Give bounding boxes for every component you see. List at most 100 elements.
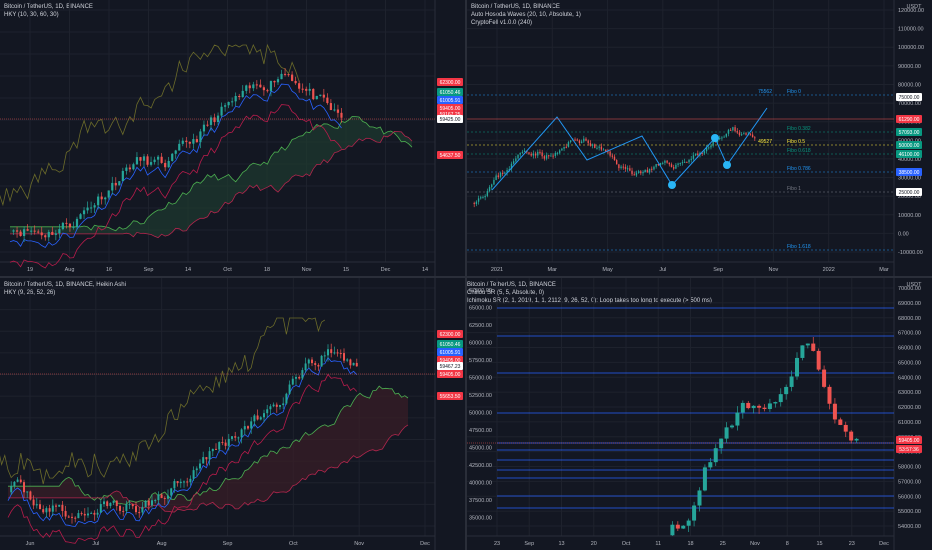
price-tag-label: 59425.00	[440, 117, 461, 123]
price-axis-label: 120000.00	[898, 8, 924, 14]
candle	[721, 137, 723, 139]
ichimoku-cloud	[10, 116, 412, 238]
candle	[298, 83, 301, 89]
candle	[624, 166, 627, 169]
candle	[163, 498, 166, 500]
candle	[215, 448, 217, 450]
chart-canvas[interactable]: 19 Aug 16 Sep 14 Oct 18 Nov 15 Dec 14 62300.00 61050…	[0, 0, 465, 276]
candle	[178, 143, 181, 151]
time-axis-label: 2021	[491, 267, 503, 273]
time-axis-label: Jun	[26, 541, 35, 547]
time-axis-label: Nov	[769, 267, 779, 273]
candle	[475, 201, 478, 205]
candle	[683, 161, 686, 163]
chart-canvas[interactable]: Jun Jul Aug Sep Oct Nov Dec 62300.00 61050.46 610…	[0, 278, 465, 550]
candle	[118, 181, 121, 186]
candle	[195, 139, 198, 143]
candle	[666, 160, 668, 163]
candle	[681, 162, 684, 164]
left-price-label: 62500.00	[469, 323, 492, 329]
price-axis-label: 55000.00	[898, 509, 921, 515]
candle	[653, 166, 655, 170]
candle	[688, 159, 690, 163]
chart-pane-bottom-right[interactable]: Bitcoin / TetherUS, 1D, BINANCE Chiliou …	[467, 278, 932, 550]
chart-canvas[interactable]: 120000.00 110000.00 100000.00 90000.00 80000…	[467, 0, 932, 276]
candle	[631, 170, 633, 175]
candle	[121, 170, 124, 182]
price-tag-label: 61290.00	[899, 117, 920, 123]
chart-pane-top-left[interactable]: Bitcoin / TetherUS, 1D, BINANCE HKY (10,…	[0, 0, 465, 276]
left-price-label: 55000.00	[469, 376, 492, 382]
candle	[96, 512, 99, 515]
candle	[339, 353, 342, 355]
candle	[181, 140, 184, 144]
time-axis-label: Nov	[354, 541, 364, 547]
candle	[128, 504, 131, 506]
candle	[563, 146, 565, 149]
candle	[745, 133, 747, 135]
candle	[266, 90, 269, 92]
candle	[33, 230, 36, 232]
price-tag-label: 53:57:36	[899, 447, 919, 453]
price-tag	[896, 445, 922, 453]
candle	[304, 363, 307, 371]
chart-canvas[interactable]: 70000.00 69000.00 68000.00 67000.00 66000.00…	[467, 278, 932, 550]
pane-divider-vertical[interactable]	[465, 0, 467, 550]
candle	[112, 500, 115, 503]
candle	[789, 376, 794, 387]
candle	[51, 231, 54, 235]
candle	[16, 479, 19, 482]
candle	[681, 525, 686, 529]
candle	[523, 150, 526, 152]
candle	[565, 146, 567, 148]
candle	[252, 84, 255, 89]
candle	[185, 140, 188, 142]
pane-divider-horizontal[interactable]	[0, 276, 932, 278]
candle	[273, 80, 276, 83]
chikou-span	[0, 317, 326, 485]
candle	[276, 79, 280, 83]
price-axis-label: 110000.00	[898, 27, 924, 33]
candle	[125, 504, 128, 512]
candle	[719, 438, 724, 449]
time-axis-label: 19	[27, 267, 33, 273]
candle	[234, 436, 237, 438]
candle	[854, 438, 859, 441]
candle	[528, 152, 530, 154]
candle	[132, 164, 135, 170]
price-axis-label: 70000.00	[898, 286, 921, 292]
candle	[151, 500, 153, 506]
candle	[312, 88, 315, 100]
candle	[574, 139, 576, 141]
candle	[241, 90, 244, 98]
candle	[248, 85, 251, 89]
candle	[82, 210, 86, 215]
candle	[644, 169, 646, 173]
chart-pane-top-right[interactable]: Bitcoin / TetherUS, 1D, BINANCE Auto Hos…	[467, 0, 932, 276]
left-price-label: 47500.00	[469, 428, 492, 434]
candle	[208, 451, 211, 460]
candle	[171, 153, 174, 161]
currency-label: USDT	[907, 282, 923, 288]
candle	[491, 184, 493, 188]
senkou-span-b	[8, 424, 409, 513]
time-axis-label: Oct	[622, 541, 631, 547]
candle	[340, 112, 343, 118]
candle	[838, 419, 843, 425]
chart-pane-bottom-left[interactable]: Bitcoin / TetherUS, 1D, BINANCE, Heikin …	[0, 278, 465, 550]
candle	[220, 106, 223, 116]
candle	[262, 87, 265, 91]
candle	[640, 171, 642, 174]
candle	[188, 141, 191, 144]
candle	[275, 404, 278, 407]
candle	[160, 494, 163, 499]
left-price-label: 37500.00	[469, 498, 492, 504]
candle	[44, 235, 47, 238]
left-price-label: 57500.00	[469, 358, 492, 364]
candle	[607, 151, 609, 153]
price-tag-label: 54637.50	[440, 153, 461, 159]
fibonacci-label: Fibo 1	[787, 186, 801, 192]
candle	[355, 362, 358, 367]
price-tag-label: 55653.50	[440, 394, 461, 400]
candle	[550, 155, 552, 157]
